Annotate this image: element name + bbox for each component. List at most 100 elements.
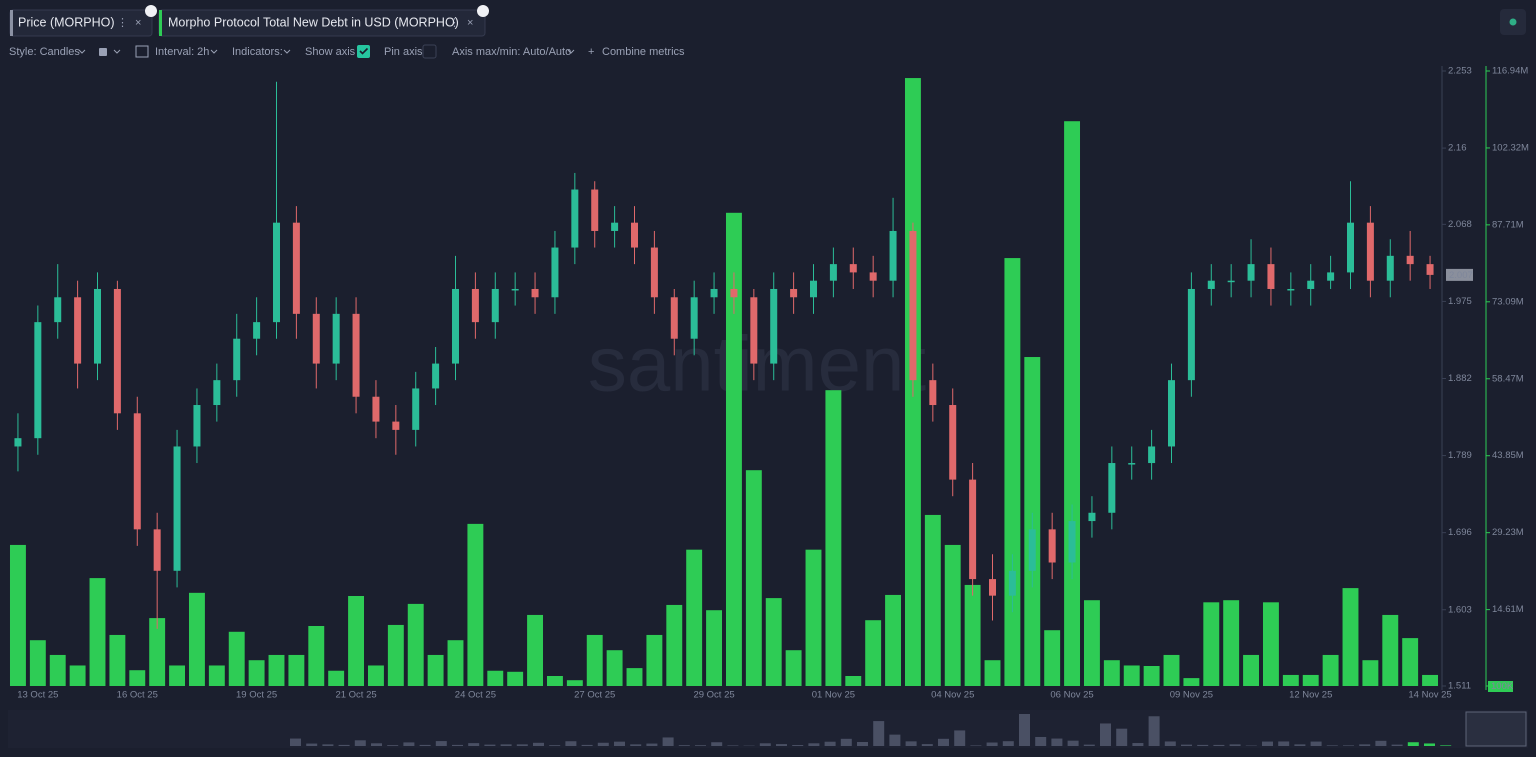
- debt-bar: [825, 390, 842, 686]
- debt-bar: [1402, 638, 1419, 686]
- navigator-bar: [1116, 728, 1128, 746]
- navigator-bar: [1164, 741, 1176, 746]
- candle-body: [1028, 529, 1036, 571]
- debt-bar: [1302, 674, 1319, 686]
- candle-body: [1168, 380, 1175, 447]
- candle-body: [412, 388, 420, 430]
- navigator[interactable]: [8, 710, 1528, 748]
- debt-bar: [288, 654, 305, 686]
- navigator-bar: [468, 743, 480, 746]
- navigator-bar: [678, 745, 690, 746]
- navigator-bar: [1181, 744, 1192, 746]
- show-axis-label[interactable]: Show axis: [305, 46, 356, 58]
- candle-body: [392, 421, 400, 430]
- navigator-bar: [759, 743, 771, 746]
- tab-close[interactable]: ×: [467, 17, 473, 29]
- debt-bar: [1064, 121, 1081, 686]
- debt-bar: [1203, 602, 1220, 686]
- debt-bar: [1143, 665, 1160, 686]
- candle-body: [631, 222, 638, 248]
- debt-bar: [69, 665, 86, 686]
- debt-bar: [805, 549, 822, 686]
- navigator-bar: [403, 742, 415, 746]
- navigator-bar: [1213, 744, 1225, 746]
- debt-bar: [1362, 660, 1379, 686]
- navigator-bar: [1326, 745, 1338, 746]
- navigator-bar: [549, 745, 561, 746]
- candle-body: [332, 313, 340, 364]
- color-select[interactable]: [99, 48, 107, 56]
- tab-close[interactable]: ×: [135, 17, 141, 29]
- candle-body: [34, 322, 42, 439]
- debt-bar: [1083, 600, 1100, 686]
- debt-bar: [507, 671, 524, 686]
- last-price-badge: [1446, 268, 1473, 281]
- y-tick-label: 1.696: [1448, 527, 1472, 538]
- debt-bar: [1422, 674, 1439, 686]
- candle-body: [94, 288, 101, 364]
- candle-body: [1366, 222, 1374, 281]
- debt-bar: [924, 514, 941, 686]
- navigator-bar: [905, 741, 917, 746]
- debt-bar: [706, 610, 723, 686]
- tab-badge: [145, 5, 157, 17]
- candle-body: [929, 380, 937, 406]
- y2-tick-label: 73.09M: [1492, 296, 1524, 307]
- pin-axis-checkbox[interactable]: [422, 44, 437, 59]
- debt-bar: [328, 670, 345, 686]
- navigator-bar: [1019, 714, 1030, 746]
- candle-body: [1307, 280, 1315, 289]
- tab-label[interactable]: Price (MORPHO): [18, 15, 115, 29]
- navigator-bar: [808, 743, 820, 746]
- y2-tick-label: 43.85M: [1492, 450, 1524, 461]
- tab-menu[interactable]: ⋮: [449, 17, 460, 29]
- debt-bar: [1223, 600, 1240, 686]
- debt-bar: [586, 634, 603, 686]
- x-tick-label: 16 Oct 25: [117, 690, 158, 701]
- navigator-bar: [1391, 744, 1403, 746]
- candle-body: [173, 446, 181, 571]
- navigator-window[interactable]: [1465, 711, 1527, 747]
- chevron: [78, 49, 86, 54]
- tab-menu[interactable]: ⋮: [117, 17, 128, 29]
- navigator-bar: [581, 744, 593, 746]
- debt-bar: [885, 594, 902, 686]
- navigator-bar: [1262, 741, 1273, 746]
- debt-bar: [725, 212, 742, 686]
- axis-minmax-select[interactable]: Axis max/min: Auto/Auto: [452, 46, 571, 58]
- debt-bar: [1322, 654, 1339, 686]
- debt-bar: [566, 680, 583, 686]
- debt-bar: [785, 650, 802, 686]
- navigator-bar: [500, 744, 512, 746]
- candle-body: [750, 297, 758, 364]
- debt-bar: [1243, 654, 1260, 686]
- candle-body: [1048, 529, 1056, 563]
- tab-label[interactable]: Morpho Protocol Total New Debt in USD (M…: [168, 15, 459, 29]
- combine-metrics-button[interactable]: Combine metrics: [602, 46, 685, 58]
- navigator-bar: [1051, 738, 1063, 746]
- navigator-bar: [630, 744, 642, 746]
- candle-body: [253, 322, 261, 339]
- y-tick-label: 2.068: [1448, 219, 1472, 230]
- navigator-bar: [727, 745, 739, 746]
- y2-tick-label: 87.71M: [1492, 219, 1524, 230]
- candle-body: [54, 297, 62, 323]
- navigator-bar: [938, 738, 949, 746]
- style-select[interactable]: Style: Candles: [9, 46, 80, 58]
- indicators-select[interactable]: Indicators:: [232, 46, 283, 58]
- debt-bar: [29, 640, 46, 686]
- debt-bar: [9, 544, 26, 686]
- navigator-bar: [387, 745, 399, 746]
- pin-axis-label[interactable]: Pin axis: [384, 46, 423, 58]
- navigator-bar: [711, 742, 723, 746]
- candle-body: [1406, 255, 1414, 265]
- navigator-bar: [695, 745, 706, 746]
- candle-body: [312, 313, 320, 364]
- candle-body: [1088, 512, 1096, 522]
- candle-body: [690, 297, 698, 339]
- interval-select[interactable]: Interval: 2h: [155, 46, 209, 58]
- debt-bar: [686, 549, 703, 686]
- y2-tick-label: 14.61M: [1492, 604, 1524, 615]
- debt-bar: [447, 640, 464, 686]
